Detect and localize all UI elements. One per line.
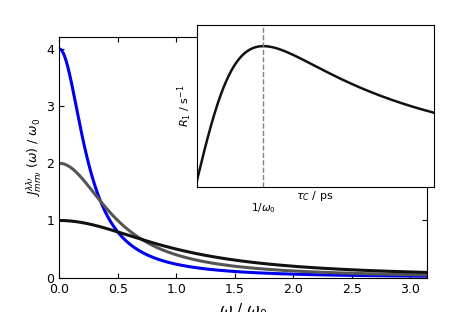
X-axis label: $\omega$ / $\omega_0$: $\omega$ / $\omega_0$ [219,301,267,312]
Text: $1/\omega_0$: $1/\omega_0$ [251,201,276,215]
Y-axis label: $R_1$ / s$^{-1}$: $R_1$ / s$^{-1}$ [175,85,194,127]
X-axis label: $\tau_C$ / ps: $\tau_C$ / ps [296,188,334,202]
Y-axis label: $J^{\lambda\lambda\prime}_{mm\prime}$ ($\omega$) / $\omega_0$: $J^{\lambda\lambda\prime}_{mm\prime}$ ($… [24,118,44,197]
